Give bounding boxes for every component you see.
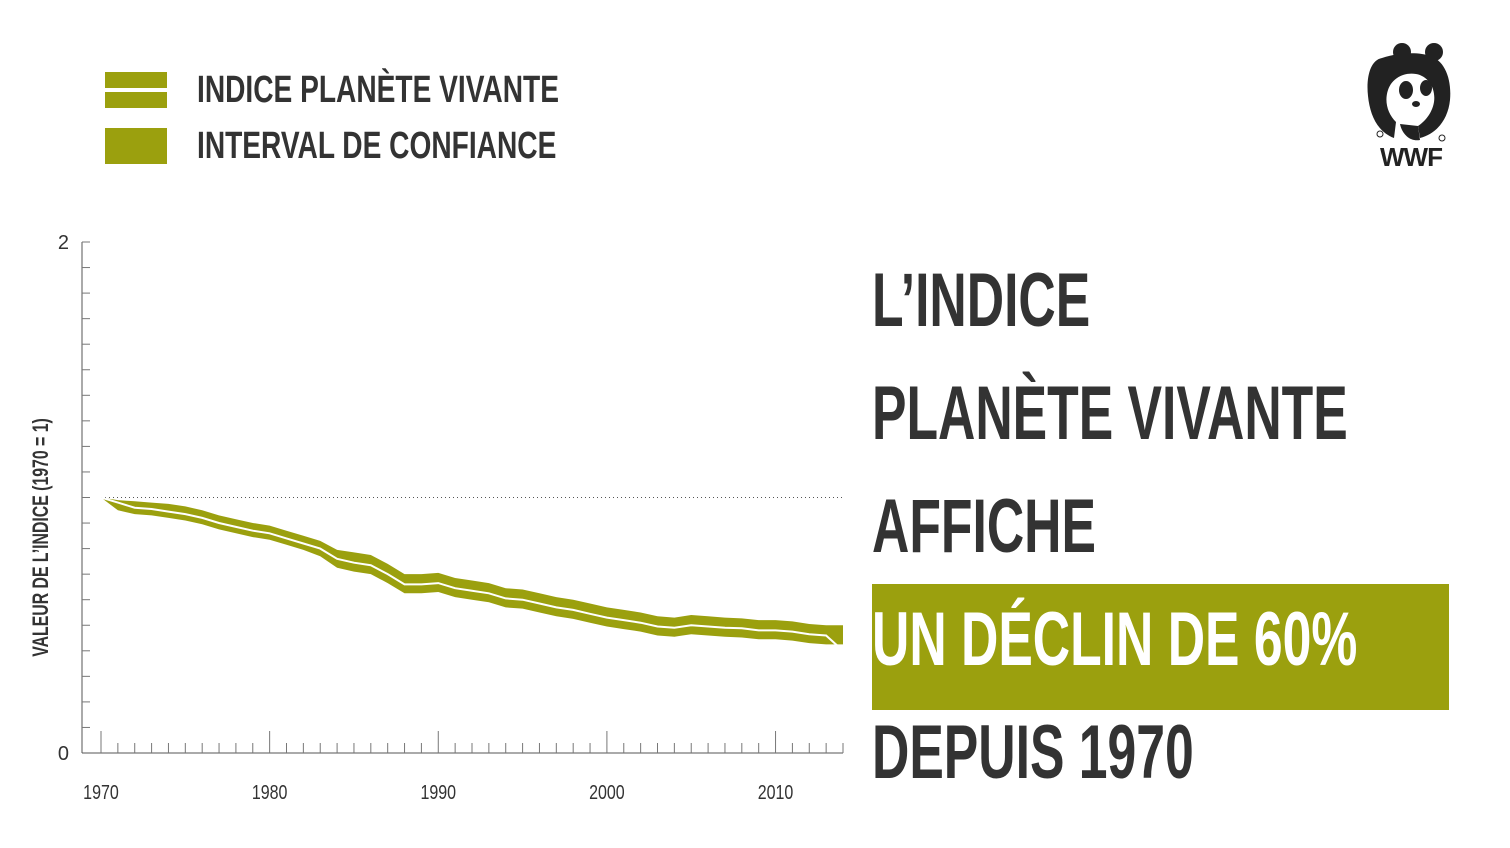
x-tick-label: 2000 — [589, 781, 625, 803]
headline-text-3: AFFICHE — [872, 484, 1096, 569]
y-tick-label: 2 — [58, 232, 69, 254]
chart: 0 2 1970 1980 1990 2000 2010 VALEUR DE L’INDICE… — [30, 232, 844, 803]
headline: L’INDICE PLANÈTE VIVANTE AFFICHE UN DÉCL… — [872, 244, 1492, 809]
confidence-band — [101, 497, 843, 645]
headline-text-5: DEPUIS 1970 — [872, 710, 1194, 795]
index-line — [100, 496, 844, 652]
legend-swatch-confidence — [105, 128, 167, 164]
legend-item-confidence: INTERVAL DE CONFIANCE — [105, 118, 686, 174]
headline-text-2: PLANÈTE VIVANTE — [872, 371, 1348, 456]
x-tick-label: 1970 — [83, 781, 119, 803]
headline-line-5: DEPUIS 1970 — [872, 696, 1492, 809]
y-tick-label: 0 — [58, 743, 69, 765]
legend: INDICE PLANÈTE VIVANTE INTERVAL DE CONFI… — [105, 62, 686, 174]
x-tick-label: 1990 — [420, 781, 456, 803]
legend-item-index: INDICE PLANÈTE VIVANTE — [105, 62, 686, 118]
y-axis-label: VALEUR DE L’INDICE (1970 = 1) — [30, 418, 54, 657]
legend-label-index: INDICE PLANÈTE VIVANTE — [197, 68, 559, 111]
headline-line-2: PLANÈTE VIVANTE — [872, 357, 1492, 470]
legend-label-confidence: INTERVAL DE CONFIANCE — [197, 124, 557, 167]
legend-swatch-index — [105, 72, 167, 108]
headline-text-1: L’INDICE — [872, 258, 1091, 343]
headline-line-4: UN DÉCLIN DE 60% — [872, 583, 1492, 710]
chart-plot-area: 0 2 1970 1980 1990 2000 2010 VALEUR DE L’INDICE… — [30, 232, 844, 803]
x-tick-label: 2010 — [758, 781, 794, 803]
x-tick-label: 1980 — [252, 781, 288, 803]
headline-line-3: AFFICHE — [872, 470, 1492, 583]
headline-line-1: L’INDICE — [872, 244, 1492, 357]
wwf-logo-text: WWF — [1380, 142, 1443, 172]
headline-text-4: UN DÉCLIN DE 60% — [872, 597, 1358, 682]
headline-highlight-bg — [872, 584, 1449, 710]
panda-icon — [1367, 43, 1451, 142]
legend-swatch-index-line — [105, 88, 167, 92]
